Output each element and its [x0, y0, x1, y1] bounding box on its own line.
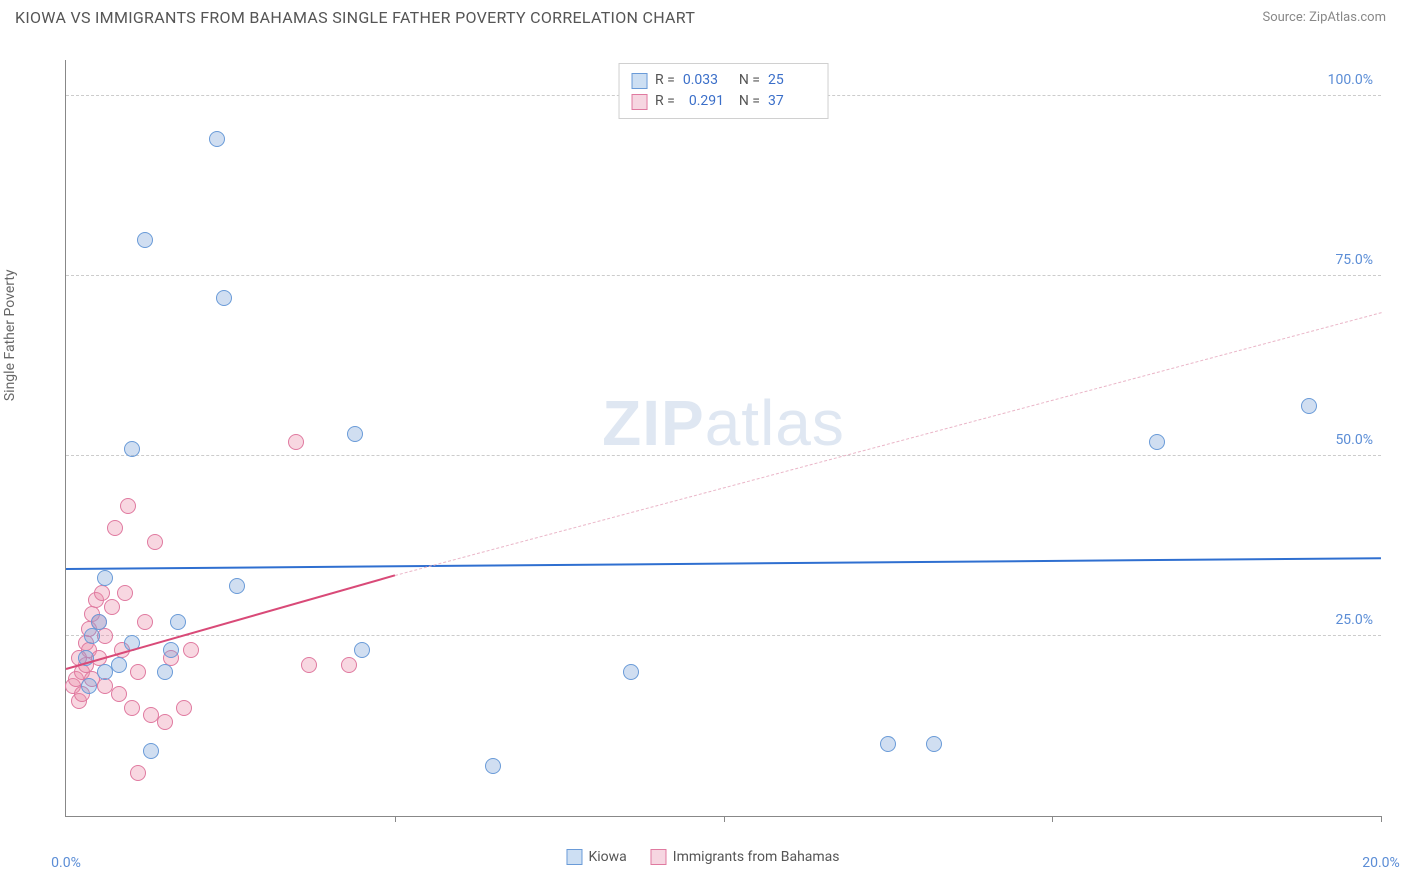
- point-bahamas: [94, 585, 110, 601]
- point-kiowa: [157, 664, 173, 680]
- point-kiowa: [137, 232, 153, 248]
- point-kiowa: [216, 290, 232, 306]
- swatch-bahamas-icon: [631, 94, 647, 110]
- point-kiowa: [485, 758, 501, 774]
- point-kiowa: [354, 642, 370, 658]
- swatch-kiowa-icon: [631, 73, 647, 89]
- legend-item-bahamas: Immigrants from Bahamas: [651, 849, 840, 865]
- plot-region: ZIPatlas R = 0.033 N = 25 R = 0.291 N = …: [65, 60, 1381, 817]
- swatch-kiowa-icon: [566, 849, 582, 865]
- trend-line: [66, 557, 1381, 570]
- point-kiowa: [143, 743, 159, 759]
- y-tick-label: 100.0%: [1328, 72, 1373, 88]
- x-tick: [395, 816, 396, 822]
- point-bahamas: [176, 700, 192, 716]
- y-axis-label: Single Father Poverty: [2, 269, 18, 401]
- legend-row-kiowa: R = 0.033 N = 25: [631, 70, 816, 91]
- point-kiowa: [209, 131, 225, 147]
- y-tick-label: 50.0%: [1335, 432, 1373, 448]
- point-bahamas: [107, 520, 123, 536]
- point-bahamas: [137, 614, 153, 630]
- point-bahamas: [117, 585, 133, 601]
- gridline: [66, 635, 1381, 636]
- point-kiowa: [170, 614, 186, 630]
- point-kiowa: [163, 642, 179, 658]
- point-bahamas: [104, 599, 120, 615]
- y-tick-label: 25.0%: [1335, 612, 1373, 628]
- point-kiowa: [1149, 434, 1165, 450]
- point-kiowa: [97, 570, 113, 586]
- point-bahamas: [130, 664, 146, 680]
- swatch-bahamas-icon: [651, 849, 667, 865]
- watermark: ZIPatlas: [602, 386, 845, 460]
- point-kiowa: [84, 628, 100, 644]
- point-kiowa: [926, 736, 942, 752]
- chart-title: KIOWA VS IMMIGRANTS FROM BAHAMAS SINGLE …: [15, 8, 695, 27]
- correlation-legend: R = 0.033 N = 25 R = 0.291 N = 37: [618, 63, 829, 119]
- point-kiowa: [229, 578, 245, 594]
- point-bahamas: [288, 434, 304, 450]
- x-tick-label: 20.0%: [1362, 855, 1400, 871]
- point-bahamas: [183, 642, 199, 658]
- legend-item-kiowa: Kiowa: [566, 849, 626, 865]
- source-label: Source: ZipAtlas.com: [1262, 10, 1386, 25]
- point-kiowa: [1301, 398, 1317, 414]
- gridline: [66, 275, 1381, 276]
- x-tick-label: 0.0%: [51, 855, 81, 871]
- point-bahamas: [157, 714, 173, 730]
- gridline: [66, 455, 1381, 456]
- point-bahamas: [124, 700, 140, 716]
- y-tick-label: 75.0%: [1335, 252, 1373, 268]
- legend-row-bahamas: R = 0.291 N = 37: [631, 91, 816, 112]
- x-tick: [1052, 816, 1053, 822]
- point-bahamas: [111, 686, 127, 702]
- series-legend: Kiowa Immigrants from Bahamas: [566, 849, 839, 865]
- x-tick: [724, 816, 725, 822]
- point-bahamas: [301, 657, 317, 673]
- point-kiowa: [111, 657, 127, 673]
- point-kiowa: [91, 614, 107, 630]
- point-kiowa: [623, 664, 639, 680]
- point-bahamas: [120, 498, 136, 514]
- point-bahamas: [147, 534, 163, 550]
- point-bahamas: [341, 657, 357, 673]
- chart-area: Single Father Poverty ZIPatlas R = 0.033…: [15, 40, 1391, 877]
- point-kiowa: [81, 678, 97, 694]
- point-kiowa: [124, 441, 140, 457]
- point-kiowa: [347, 426, 363, 442]
- point-kiowa: [880, 736, 896, 752]
- point-bahamas: [130, 765, 146, 781]
- x-tick: [1381, 816, 1382, 822]
- trend-line: [395, 312, 1382, 576]
